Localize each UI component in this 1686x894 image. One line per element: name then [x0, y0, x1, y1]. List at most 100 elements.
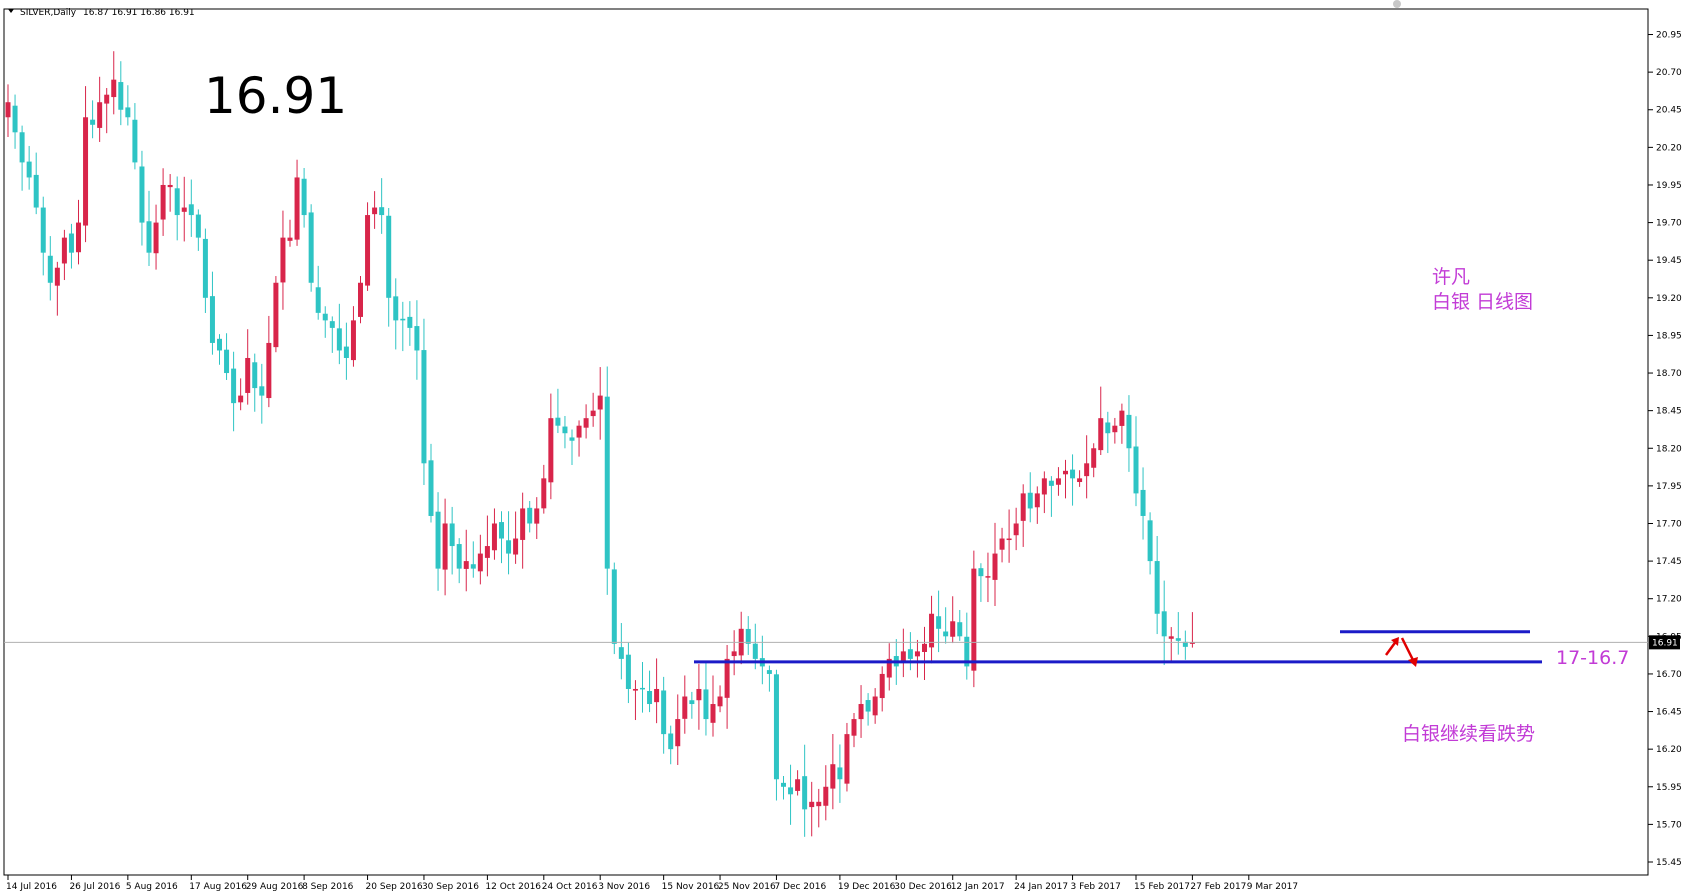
y-tick-label: 19.45 — [1656, 256, 1682, 266]
candle-body — [696, 688, 702, 701]
x-tick-label: 19 Dec 2016 — [838, 882, 896, 892]
candle-body — [1027, 492, 1033, 509]
candle-body — [435, 511, 441, 569]
candle-body — [999, 538, 1005, 550]
candle-body — [929, 613, 935, 648]
candle-body — [1175, 638, 1181, 641]
candle-body — [491, 523, 497, 551]
candle-body — [76, 222, 81, 253]
candle-body — [682, 696, 688, 719]
candle-body — [350, 320, 356, 361]
y-tick-label: 19.20 — [1656, 294, 1682, 304]
candle-body — [217, 338, 222, 351]
candle-body — [907, 649, 913, 659]
candle-body — [766, 670, 772, 674]
candle-body — [322, 313, 328, 321]
x-tick-label: 30 Sep 2016 — [422, 882, 479, 892]
candle-body — [541, 478, 547, 509]
annotation-range-label: 17-16.7 — [1556, 647, 1629, 669]
candle-body — [167, 184, 173, 188]
down-arrow — [1400, 637, 1416, 663]
x-tick-label: 30 Dec 2016 — [894, 882, 952, 892]
candle-body — [372, 207, 378, 215]
x-tick-label: 15 Nov 2016 — [662, 882, 720, 892]
candle-body — [181, 207, 187, 212]
candle-body — [1119, 410, 1125, 426]
y-tick-label: 18.45 — [1656, 407, 1682, 417]
candle-body — [1063, 470, 1068, 475]
candle-body — [379, 207, 385, 216]
candle-body — [174, 188, 180, 216]
y-tick-label: 16.70 — [1656, 670, 1682, 680]
y-tick-label: 15.45 — [1656, 858, 1682, 868]
candle-body — [781, 782, 786, 787]
up-arrow-head — [1391, 637, 1399, 646]
time-axis: 14 Jul 2016 26 Jul 2016 5 Aug 2016 17 Aug 2… — [6, 875, 1298, 892]
y-tick-label: 17.20 — [1656, 595, 1682, 605]
candle-body — [618, 647, 624, 659]
candle-body — [604, 396, 610, 569]
y-tick-label: 15.70 — [1656, 820, 1682, 830]
candle-body — [463, 561, 469, 569]
scroll-marker-icon[interactable] — [1393, 0, 1401, 8]
triangle-down-icon[interactable] — [8, 9, 14, 13]
candle-body — [231, 368, 237, 404]
candle-body — [68, 233, 74, 253]
candle-body — [555, 417, 561, 426]
x-tick-label: 7 Dec 2016 — [774, 882, 826, 892]
candle-body — [654, 688, 660, 703]
candle-body — [40, 207, 46, 253]
x-tick-label: 14 Jul 2016 — [6, 882, 57, 892]
candle-body — [209, 296, 215, 343]
ohlc-label: 16.87 16.91 16.86 16.91 — [83, 8, 195, 18]
candle-body — [527, 507, 533, 524]
candle-body — [153, 222, 159, 254]
candle-body — [188, 204, 194, 216]
candle-body — [978, 568, 984, 577]
candle-body — [308, 212, 314, 283]
candle-body — [745, 628, 751, 644]
candle-body — [569, 437, 575, 441]
candle-body — [957, 622, 963, 637]
candle-body — [484, 546, 490, 558]
symbol-label: SILVER,Daily — [20, 8, 77, 18]
candle-body — [449, 523, 455, 547]
y-tick-label: 16.45 — [1656, 708, 1682, 718]
candle-body — [273, 282, 279, 348]
x-tick-label: 24 Oct 2016 — [542, 882, 598, 892]
candle-body — [61, 237, 67, 264]
candle-body — [647, 691, 653, 705]
candle-body — [238, 395, 244, 403]
candle-body — [111, 79, 117, 98]
candle-body — [1034, 493, 1040, 508]
candle-body — [788, 787, 794, 795]
candle-body — [132, 119, 138, 163]
x-tick-label: 29 Aug 2016 — [246, 882, 304, 892]
current-price-box — [1649, 635, 1680, 650]
candle-body — [1006, 538, 1012, 541]
candle-body — [358, 282, 363, 317]
candle-body — [5, 102, 11, 118]
candle-body — [611, 569, 617, 644]
candle-body — [886, 658, 892, 678]
candle-body — [562, 426, 568, 434]
candle-body — [922, 643, 927, 652]
candle-body — [548, 418, 554, 483]
candle-body — [477, 553, 483, 572]
candle-body — [386, 215, 392, 298]
x-tick-label: 27 Feb 2017 — [1190, 882, 1246, 892]
candle-body — [914, 651, 920, 657]
candle-body — [837, 767, 843, 780]
candle-body — [625, 654, 631, 689]
candle-body — [499, 522, 504, 539]
x-tick-label: 17 Aug 2016 — [189, 882, 247, 892]
y-tick-label: 17.45 — [1656, 557, 1682, 567]
annotation-author: 许凡 — [1432, 266, 1470, 288]
candle-body — [266, 342, 272, 399]
candle-body — [1077, 478, 1083, 483]
candle-body — [195, 214, 201, 238]
y-tick-label: 19.95 — [1656, 181, 1682, 191]
candle-body — [456, 544, 462, 569]
forecast-arrows — [1384, 637, 1418, 667]
candle-body — [1161, 611, 1167, 637]
